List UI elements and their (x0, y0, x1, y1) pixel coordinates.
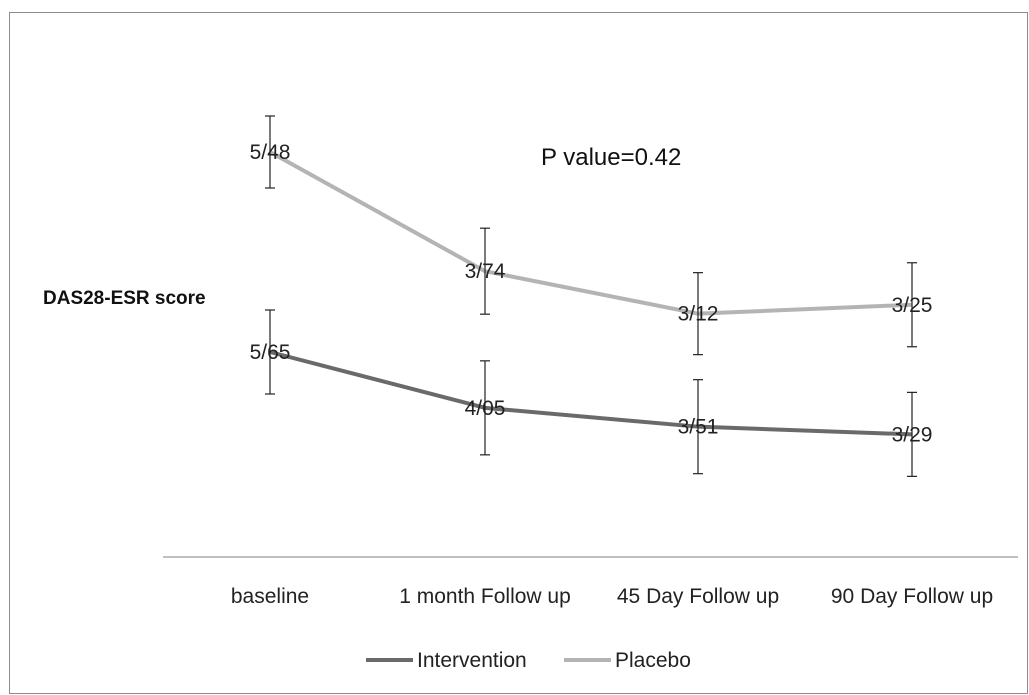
data-label: 3/12 (678, 303, 719, 326)
error-bar (480, 227, 490, 315)
legend-item-intervention: Intervention (366, 649, 527, 672)
x-tick-label: 1 month Follow up (399, 585, 571, 608)
data-label: 3/29 (892, 423, 933, 446)
data-label: 3/51 (678, 416, 719, 439)
x-tick-label: baseline (231, 585, 309, 608)
data-label: 3/25 (892, 294, 933, 317)
x-tick-label: 90 Day Follow up (831, 585, 993, 608)
data-label: 4/05 (465, 397, 506, 420)
error-bar (265, 115, 275, 189)
legend-item-placebo: Placebo (564, 649, 691, 672)
data-label: 5/48 (250, 141, 291, 164)
legend-label: Intervention (417, 649, 527, 672)
p-value-annotation: P value=0.42 (541, 144, 681, 171)
legend-label: Placebo (615, 649, 691, 672)
error-bar (480, 360, 490, 456)
legend: Intervention Placebo (366, 649, 691, 672)
error-bar (693, 379, 703, 475)
data-label: 3/74 (465, 260, 506, 283)
y-axis-label: DAS28-ESR score (43, 288, 206, 309)
chart-frame (9, 12, 1028, 694)
x-tick-label: 45 Day Follow up (617, 585, 779, 608)
error-bar (907, 391, 917, 477)
series-line-intervention (269, 350, 913, 437)
error-bar (265, 309, 275, 395)
error-bar (907, 262, 917, 348)
series-line-placebo (269, 150, 913, 316)
data-label: 5/65 (250, 341, 291, 364)
error-bar (693, 272, 703, 356)
